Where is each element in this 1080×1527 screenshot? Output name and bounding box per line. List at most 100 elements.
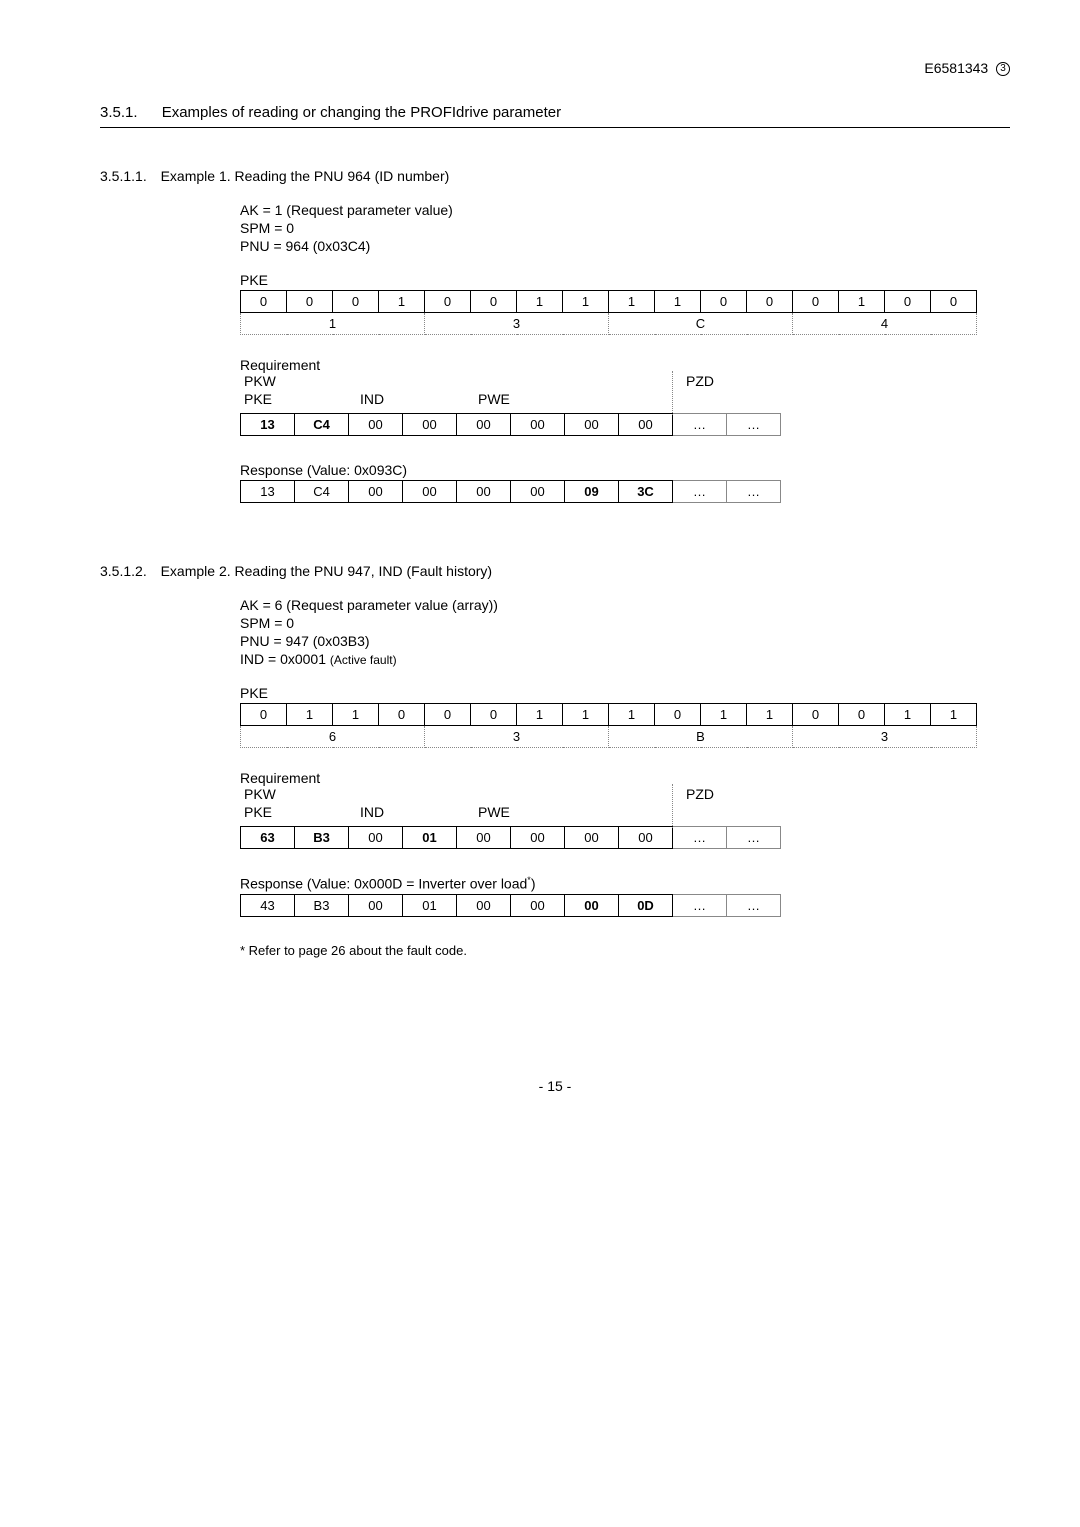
ex2-pnu: PNU = 947 (0x03B3) xyxy=(240,633,1010,649)
byte-cell: 00 xyxy=(619,827,673,849)
bit-cell: 1 xyxy=(747,704,793,726)
bit-cell: 0 xyxy=(793,704,839,726)
pwe-label: PWE xyxy=(478,391,510,407)
table-row: 1 3 C 4 xyxy=(241,313,977,335)
bit-cell: 1 xyxy=(517,704,563,726)
page-number: - 15 - xyxy=(100,1078,1010,1094)
ex2-title: 3.5.1.2. Example 2. Reading the PNU 947,… xyxy=(100,563,1010,579)
divider xyxy=(672,784,673,828)
byte-cell: … xyxy=(727,827,781,849)
bit-cell: 1 xyxy=(931,704,977,726)
ex1-body: AK = 1 (Request parameter value) SPM = 0… xyxy=(240,202,1010,503)
byte-cell: … xyxy=(673,827,727,849)
byte-cell: 00 xyxy=(619,414,673,436)
ex1-resp-label: Response (Value: 0x093C) xyxy=(240,462,1010,478)
pwe-label: PWE xyxy=(478,804,510,820)
table-row: 0 0 0 1 0 0 1 1 1 1 0 0 0 1 0 0 xyxy=(241,291,977,313)
ex2-pke-label: PKE xyxy=(240,685,1010,701)
ex1-pnu: PNU = 964 (0x03C4) xyxy=(240,238,1010,254)
ex1-spm: SPM = 0 xyxy=(240,220,1010,236)
byte-cell: 00 xyxy=(565,414,619,436)
pkw-label: PKW xyxy=(244,373,276,389)
ind-label: IND xyxy=(360,804,384,820)
pzd-label: PZD xyxy=(686,786,714,802)
ex1-pke-label: PKE xyxy=(240,272,1010,288)
bit-cell: 0 xyxy=(287,291,333,313)
byte-cell: 0D xyxy=(619,894,673,916)
ex2-bits-table: 0 1 1 0 0 0 1 1 1 0 1 1 0 0 1 1 6 3 B xyxy=(240,703,977,748)
byte-cell: … xyxy=(727,414,781,436)
doc-header: E6581343 3 xyxy=(100,60,1010,76)
table-row: 6 3 B 3 xyxy=(241,726,977,748)
rev-circle: 3 xyxy=(996,62,1010,76)
section-title: 3.5.1. Examples of reading or changing t… xyxy=(100,104,1010,128)
bit-cell: 1 xyxy=(517,291,563,313)
byte-cell: 00 xyxy=(403,481,457,503)
byte-cell: 00 xyxy=(457,481,511,503)
table-row: 0 1 1 0 0 0 1 1 1 0 1 1 0 0 1 1 xyxy=(241,704,977,726)
byte-cell: 01 xyxy=(403,827,457,849)
byte-cell: 63 xyxy=(241,827,295,849)
bit-cell: 1 xyxy=(655,291,701,313)
section-text: Examples of reading or changing the PROF… xyxy=(162,104,561,121)
byte-cell: 00 xyxy=(349,414,403,436)
byte-cell: 00 xyxy=(349,481,403,503)
ex2-num: 3.5.1.2. xyxy=(100,563,147,579)
byte-cell: 13 xyxy=(241,414,295,436)
byte-cell: … xyxy=(673,481,727,503)
byte-cell: 00 xyxy=(457,894,511,916)
table-row: 63 B3 00 01 00 00 00 00 … … xyxy=(241,827,781,849)
bit-cell: 0 xyxy=(931,291,977,313)
ex1-bits-table: 0 0 0 1 0 0 1 1 1 1 0 0 0 1 0 0 1 3 C xyxy=(240,290,977,335)
byte-cell: 09 xyxy=(565,481,619,503)
byte-cell: 00 xyxy=(457,414,511,436)
bit-cell: 1 xyxy=(379,291,425,313)
byte-cell: 00 xyxy=(511,481,565,503)
byte-cell: … xyxy=(727,481,781,503)
bit-cell: 0 xyxy=(747,291,793,313)
byte-cell: … xyxy=(673,414,727,436)
byte-cell: 13 xyxy=(241,481,295,503)
nibble-cell: B xyxy=(609,726,793,748)
bit-cell: 1 xyxy=(333,704,379,726)
bit-cell: 0 xyxy=(425,704,471,726)
table-row: 43 B3 00 01 00 00 00 0D … … xyxy=(241,894,781,916)
ex2-resp-label: Response (Value: 0x000D = Inverter over … xyxy=(240,875,1010,892)
bit-cell: 1 xyxy=(885,704,931,726)
ex1-resp-table: 13 C4 00 00 00 00 09 3C … … xyxy=(240,480,781,503)
nibble-cell: 4 xyxy=(793,313,977,335)
section-num: 3.5.1. xyxy=(100,104,138,121)
table-row: 13 C4 00 00 00 00 00 00 … … xyxy=(241,414,781,436)
bit-cell: 0 xyxy=(885,291,931,313)
doc-id: E6581343 xyxy=(924,60,988,76)
pkw-label: PKW xyxy=(244,786,276,802)
nibble-cell: 1 xyxy=(241,313,425,335)
ex2-ind: IND = 0x0001 (Active fault) xyxy=(240,651,1010,667)
byte-cell: C4 xyxy=(295,414,349,436)
pke-label: PKE xyxy=(244,391,272,407)
byte-cell: 01 xyxy=(403,894,457,916)
ex2-ak: AK = 6 (Request parameter value (array)) xyxy=(240,597,1010,613)
pke-label: PKE xyxy=(244,804,272,820)
byte-cell: 00 xyxy=(565,894,619,916)
byte-cell: 00 xyxy=(511,414,565,436)
nibble-cell: 6 xyxy=(241,726,425,748)
ex2-req-table: 63 B3 00 01 00 00 00 00 … … xyxy=(240,826,781,849)
bit-cell: 0 xyxy=(241,291,287,313)
ex1-pkw-header: PKW PKE IND PWE PZD xyxy=(240,373,780,413)
byte-cell: 00 xyxy=(565,827,619,849)
bit-cell: 0 xyxy=(839,704,885,726)
byte-cell: 00 xyxy=(349,894,403,916)
bit-cell: 1 xyxy=(563,291,609,313)
byte-cell: 00 xyxy=(457,827,511,849)
bit-cell: 0 xyxy=(379,704,425,726)
bit-cell: 1 xyxy=(839,291,885,313)
ex2-pkw-header: PKW PKE IND PWE PZD xyxy=(240,786,780,826)
nibble-cell: C xyxy=(609,313,793,335)
bit-cell: 0 xyxy=(655,704,701,726)
byte-cell: … xyxy=(673,894,727,916)
pzd-label: PZD xyxy=(686,373,714,389)
resp-label-pre: Response (Value: 0x000D = Inverter over … xyxy=(240,876,527,892)
bit-cell: 0 xyxy=(425,291,471,313)
byte-cell: 00 xyxy=(349,827,403,849)
